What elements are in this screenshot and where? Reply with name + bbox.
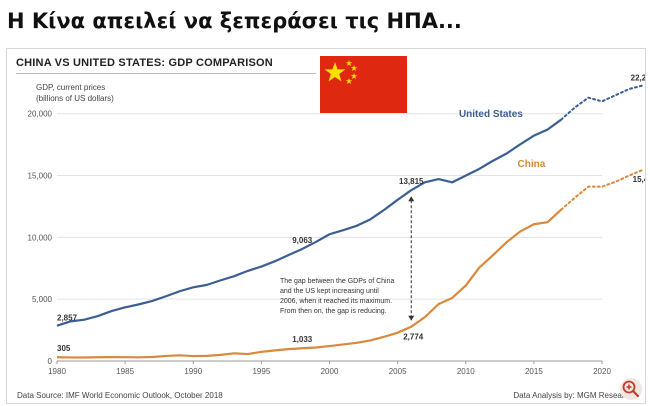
china-flag-image — [320, 56, 407, 113]
y-tick-label: 5,000 — [32, 295, 53, 304]
legend-label-united-states: United States — [459, 109, 523, 120]
y-axis-title-line: GDP, current prices — [36, 83, 106, 92]
x-tick-label: 1995 — [252, 367, 270, 376]
gap-arrow-head-up — [408, 196, 415, 202]
data-value-label: 305 — [57, 344, 71, 353]
gap-explanation-note-line: The gap between the GDPs of China — [280, 278, 395, 285]
flag-small-star — [345, 60, 353, 66]
chart-panel: CHINA VS UNITED STATES: GDP COMPARISON G… — [6, 48, 646, 404]
data-value-label: 15,462 — [633, 175, 645, 184]
x-tick-label: 1985 — [116, 367, 134, 376]
x-tick-label: 2010 — [457, 367, 475, 376]
china-projection-line — [560, 168, 644, 211]
flag-big-star — [324, 62, 346, 82]
gdp-line-chart: 0 5,000 10,000 15,000 20,000 1980 1985 1990 1995… — [28, 73, 645, 376]
y-tick-label: 20,000 — [28, 110, 53, 119]
x-tick-label: 2020 — [593, 367, 611, 376]
y-axis-title-line: (billions of US dollars) — [36, 94, 114, 103]
y-axis-title: GDP, current prices (billions of US doll… — [36, 82, 114, 104]
united-states-series-line — [56, 118, 562, 327]
chart-title: CHINA VS UNITED STATES: GDP COMPARISON — [16, 57, 273, 69]
gap-arrow-head-down — [408, 315, 415, 321]
china-flag-graphic — [324, 60, 358, 84]
x-tick-label: 2015 — [525, 367, 543, 376]
data-value-label: 2,774 — [403, 333, 424, 342]
x-tick-label: 2005 — [389, 367, 407, 376]
analysis-credit-note: Data Analysis by: MGM Research — [513, 391, 633, 400]
flag-small-star — [350, 65, 358, 71]
data-value-label: 22,289 — [631, 73, 645, 82]
data-value-label: 13,815 — [399, 177, 424, 186]
data-value-label: 2,857 — [57, 314, 78, 323]
gap-explanation-note-line: From then on, the gap is reducing. — [280, 308, 387, 315]
data-source-note: Data Source: IMF World Economic Outlook,… — [17, 391, 223, 400]
zoom-in-icon — [622, 380, 640, 398]
y-tick-label: 15,000 — [28, 172, 53, 181]
zoom-button[interactable] — [620, 378, 642, 400]
legend-label-china: China — [518, 159, 546, 170]
data-value-label: 9,063 — [292, 236, 313, 245]
x-tick-label: 2000 — [321, 367, 339, 376]
x-tick-label: 1990 — [184, 367, 202, 376]
data-value-label: 1,033 — [292, 335, 313, 344]
page-headline: Η Κίνα απειλεί να ξεπεράσει τις ΗΠΑ... — [7, 9, 462, 33]
y-tick-label: 0 — [48, 357, 53, 366]
y-tick-label: 10,000 — [28, 233, 53, 242]
flag-small-star — [345, 78, 353, 84]
title-underline — [16, 73, 316, 74]
united-states-projection-line — [560, 84, 644, 121]
china-series-line — [56, 208, 562, 359]
x-tick-label: 1980 — [48, 367, 66, 376]
flag-small-star — [350, 73, 358, 79]
gap-explanation-note-line: and the US kept increasing until — [280, 288, 379, 295]
gap-explanation-note-line: 2006, when it reached its maximum. — [280, 298, 392, 305]
